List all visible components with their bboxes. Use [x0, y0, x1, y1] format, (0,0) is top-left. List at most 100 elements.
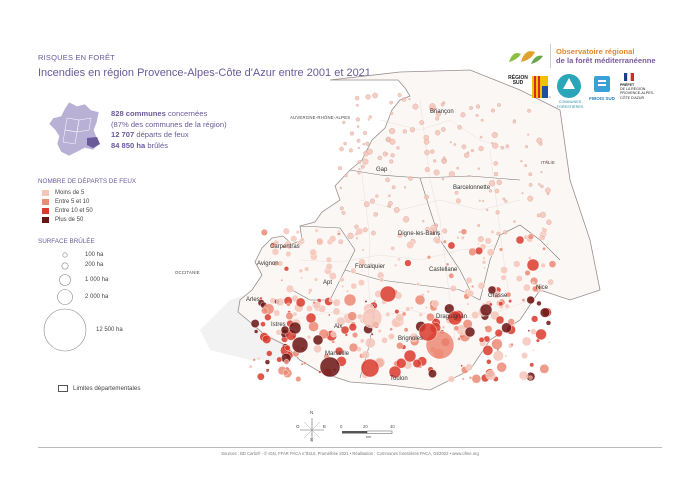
fire-circle	[515, 235, 525, 245]
city-label: Brignoles	[398, 336, 424, 342]
fire-circle	[424, 194, 429, 200]
fire-circle	[385, 152, 388, 155]
communes-forestieres-icon	[557, 74, 581, 98]
fire-circle	[395, 313, 405, 323]
fire-circle	[358, 258, 366, 267]
fire-circle	[527, 133, 530, 136]
fire-circle	[475, 246, 483, 255]
fire-circle	[350, 267, 357, 274]
fire-circle	[486, 248, 495, 257]
city-label: Marseille	[325, 351, 350, 357]
fire-circle	[414, 294, 426, 306]
fire-circle	[515, 275, 523, 283]
fire-circle	[435, 223, 438, 227]
fire-circle	[470, 148, 475, 153]
fire-circle	[273, 309, 281, 317]
fire-circle	[357, 171, 361, 175]
surface-label: 200 ha	[85, 262, 104, 268]
fire-circle	[448, 171, 455, 178]
city-label: Aix	[334, 324, 343, 330]
fire-circle	[419, 120, 425, 126]
fire-circle	[401, 97, 407, 102]
fire-circle	[545, 187, 551, 194]
compass-n: N	[310, 410, 314, 415]
fire-circle	[546, 219, 552, 225]
fire-circle	[280, 278, 284, 282]
fire-circle	[423, 139, 430, 145]
communes-forestieres-label: COMMUNES FORESTIÈRES	[556, 100, 584, 109]
fire-circle	[434, 129, 441, 136]
fire-circle	[260, 228, 268, 236]
fire-circle	[521, 298, 526, 302]
fire-circle	[389, 327, 393, 331]
fire-circle	[471, 284, 475, 288]
fire-circle	[505, 144, 510, 149]
fire-circle	[447, 241, 456, 250]
fire-circle	[362, 130, 368, 136]
fire-circle	[457, 337, 461, 341]
fire-circle	[504, 303, 510, 310]
fire-circle	[390, 153, 395, 158]
compass-e: E	[323, 424, 327, 429]
fire-circle	[426, 255, 432, 260]
fire-circle	[317, 238, 324, 245]
fire-circle	[264, 313, 272, 321]
fire-circle	[391, 185, 396, 190]
fire-circle	[300, 276, 304, 280]
fire-circle	[449, 284, 457, 292]
fire-circle	[285, 284, 294, 293]
fire-circle	[396, 146, 400, 150]
fire-circle	[545, 320, 552, 326]
fire-circle	[270, 242, 276, 248]
fire-circle	[379, 285, 397, 303]
fire-circle	[394, 263, 398, 267]
fire-circle	[526, 295, 535, 305]
fire-circle	[260, 321, 266, 327]
fire-circle	[405, 306, 411, 312]
fire-circle	[408, 176, 413, 181]
fire-circle	[402, 129, 408, 134]
fire-circle	[403, 327, 409, 333]
fire-circle	[330, 331, 337, 338]
fire-circle	[397, 257, 401, 262]
fire-circle	[460, 228, 468, 235]
city-label: Istres	[271, 322, 286, 328]
legend-item: Entre 5 et 10	[42, 197, 93, 206]
fire-circle	[510, 342, 514, 347]
city-label: Gap	[376, 167, 388, 173]
fire-circle	[467, 174, 471, 178]
fire-circle	[445, 262, 450, 267]
fire-circle	[475, 104, 481, 109]
surface-label: 2 000 ha	[85, 294, 109, 300]
fire-circle	[396, 342, 404, 350]
fire-circle	[531, 285, 539, 293]
fire-circle	[348, 323, 357, 332]
fire-circle	[283, 359, 290, 365]
fire-circle	[390, 245, 396, 251]
fire-circle	[513, 220, 516, 223]
fire-circle	[528, 172, 533, 177]
fire-circle	[526, 258, 540, 272]
fire-circle	[291, 336, 309, 354]
fire-circle	[275, 329, 282, 336]
fire-circle	[449, 141, 452, 144]
fire-circle	[428, 226, 437, 235]
fire-circle	[329, 235, 337, 243]
fire-circle	[370, 332, 374, 336]
fire-circle	[532, 349, 535, 352]
fire-circle	[332, 298, 341, 307]
fire-circle	[312, 300, 316, 305]
fire-circle	[355, 103, 359, 107]
fire-circle	[547, 278, 555, 286]
fire-circle	[548, 341, 551, 344]
fire-circle	[539, 364, 550, 374]
fire-circle	[339, 146, 344, 152]
fire-circle	[483, 266, 486, 270]
fire-circle	[504, 199, 508, 203]
fire-circle	[458, 231, 461, 234]
fire-circle	[350, 282, 358, 290]
fire-circle	[540, 262, 546, 269]
fire-circle	[328, 272, 337, 280]
fire-circle	[492, 142, 499, 149]
fire-circle	[441, 325, 446, 330]
